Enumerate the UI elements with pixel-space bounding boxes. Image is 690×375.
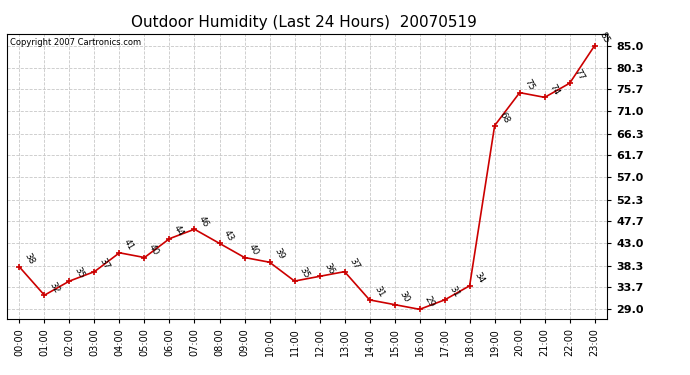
Text: 43: 43 xyxy=(222,228,236,243)
Text: 36: 36 xyxy=(322,261,336,276)
Text: 31: 31 xyxy=(447,285,461,299)
Text: 31: 31 xyxy=(373,285,386,299)
Text: 37: 37 xyxy=(347,256,361,271)
Text: 75: 75 xyxy=(522,77,536,92)
Text: 34: 34 xyxy=(473,271,486,285)
Text: 74: 74 xyxy=(547,82,561,97)
Text: 46: 46 xyxy=(197,214,210,228)
Text: 41: 41 xyxy=(122,238,136,252)
Text: 37: 37 xyxy=(97,256,111,271)
Text: 68: 68 xyxy=(497,110,511,125)
Text: 30: 30 xyxy=(397,290,411,304)
Text: 44: 44 xyxy=(172,224,186,238)
Text: 39: 39 xyxy=(273,247,286,261)
Text: 35: 35 xyxy=(297,266,311,280)
Text: 40: 40 xyxy=(247,242,261,257)
Text: 77: 77 xyxy=(573,68,586,82)
Text: 32: 32 xyxy=(47,280,61,294)
Text: Copyright 2007 Cartronics.com: Copyright 2007 Cartronics.com xyxy=(10,38,141,47)
Text: 85: 85 xyxy=(598,30,611,45)
Text: 29: 29 xyxy=(422,294,436,309)
Text: 38: 38 xyxy=(22,252,36,266)
Text: Outdoor Humidity (Last 24 Hours)  20070519: Outdoor Humidity (Last 24 Hours) 2007051… xyxy=(130,15,477,30)
Text: 35: 35 xyxy=(72,266,86,280)
Text: 40: 40 xyxy=(147,242,161,257)
